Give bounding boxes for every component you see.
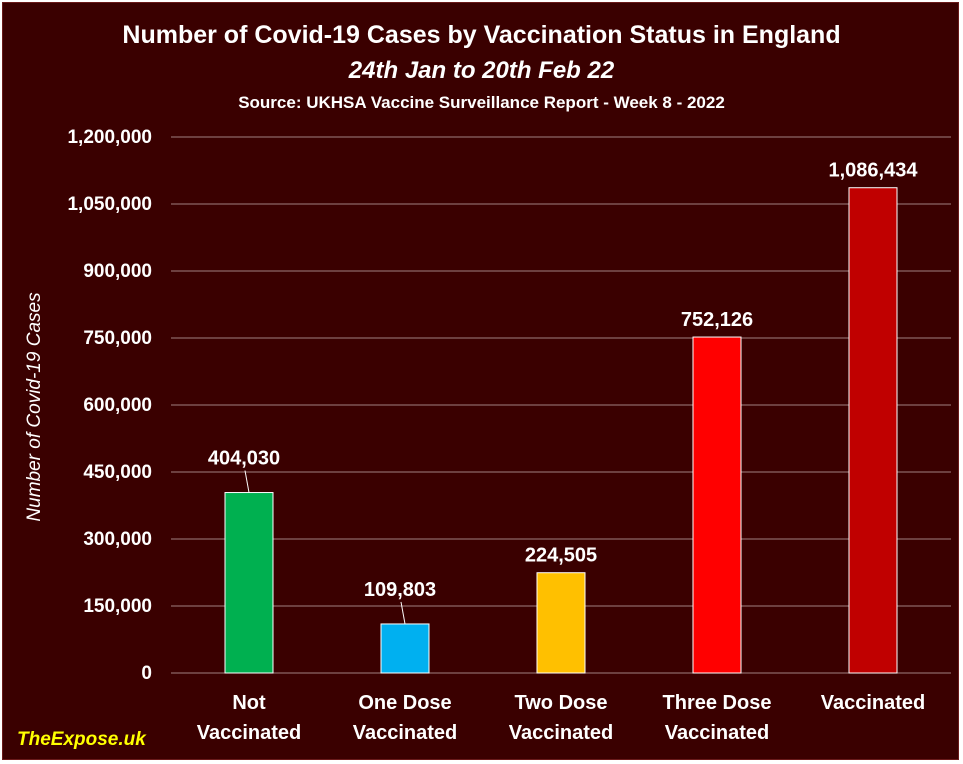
chart-subtitle: 24th Jan to 20th Feb 22 <box>348 57 615 84</box>
x-tick-label: Vaccinated <box>821 692 926 714</box>
x-tick-label: Three Dose <box>663 692 772 714</box>
x-tick-label: Vaccinated <box>353 722 458 744</box>
y-tick-label: 150,000 <box>83 596 152 617</box>
x-tick-label: Vaccinated <box>197 722 302 744</box>
bar <box>536 572 586 674</box>
data-label: 224,505 <box>525 545 597 567</box>
bar <box>380 623 430 674</box>
bar <box>224 492 274 674</box>
y-tick-label: 0 <box>141 663 152 684</box>
bar <box>692 336 742 674</box>
chart-title: Number of Covid-19 Cases by Vaccination … <box>122 21 841 49</box>
x-tick-label: Not <box>232 692 266 714</box>
y-tick-label: 750,000 <box>83 328 152 349</box>
y-tick-label: 600,000 <box>83 395 152 416</box>
data-label: 109,803 <box>364 579 436 601</box>
x-tick-label: Vaccinated <box>665 722 770 744</box>
y-axis-label: Number of Covid-19 Cases <box>24 292 45 522</box>
data-label: 404,030 <box>208 448 280 470</box>
bar-chart: 0 150,000 300,000 450,000 600,000 750,000 900,… <box>24 127 951 744</box>
y-tick-label: 450,000 <box>83 462 152 483</box>
chart-source: Source: UKHSA Vaccine Surveillance Repor… <box>238 93 725 112</box>
y-tick-label: 300,000 <box>83 529 152 550</box>
x-tick-label: Vaccinated <box>509 722 614 744</box>
leader-line <box>244 470 250 493</box>
y-tick-label: 1,050,000 <box>67 194 152 215</box>
y-tick-label: 900,000 <box>83 261 152 282</box>
x-tick-label: Two Dose <box>515 692 608 714</box>
x-tick-label: One Dose <box>358 692 451 714</box>
bar <box>848 187 898 674</box>
leader-line <box>400 601 406 625</box>
watermark-text: TheExpose.uk <box>17 729 146 750</box>
y-tick-label: 1,200,000 <box>67 127 152 148</box>
data-label: 1,086,434 <box>829 160 919 182</box>
data-label: 752,126 <box>681 309 753 331</box>
